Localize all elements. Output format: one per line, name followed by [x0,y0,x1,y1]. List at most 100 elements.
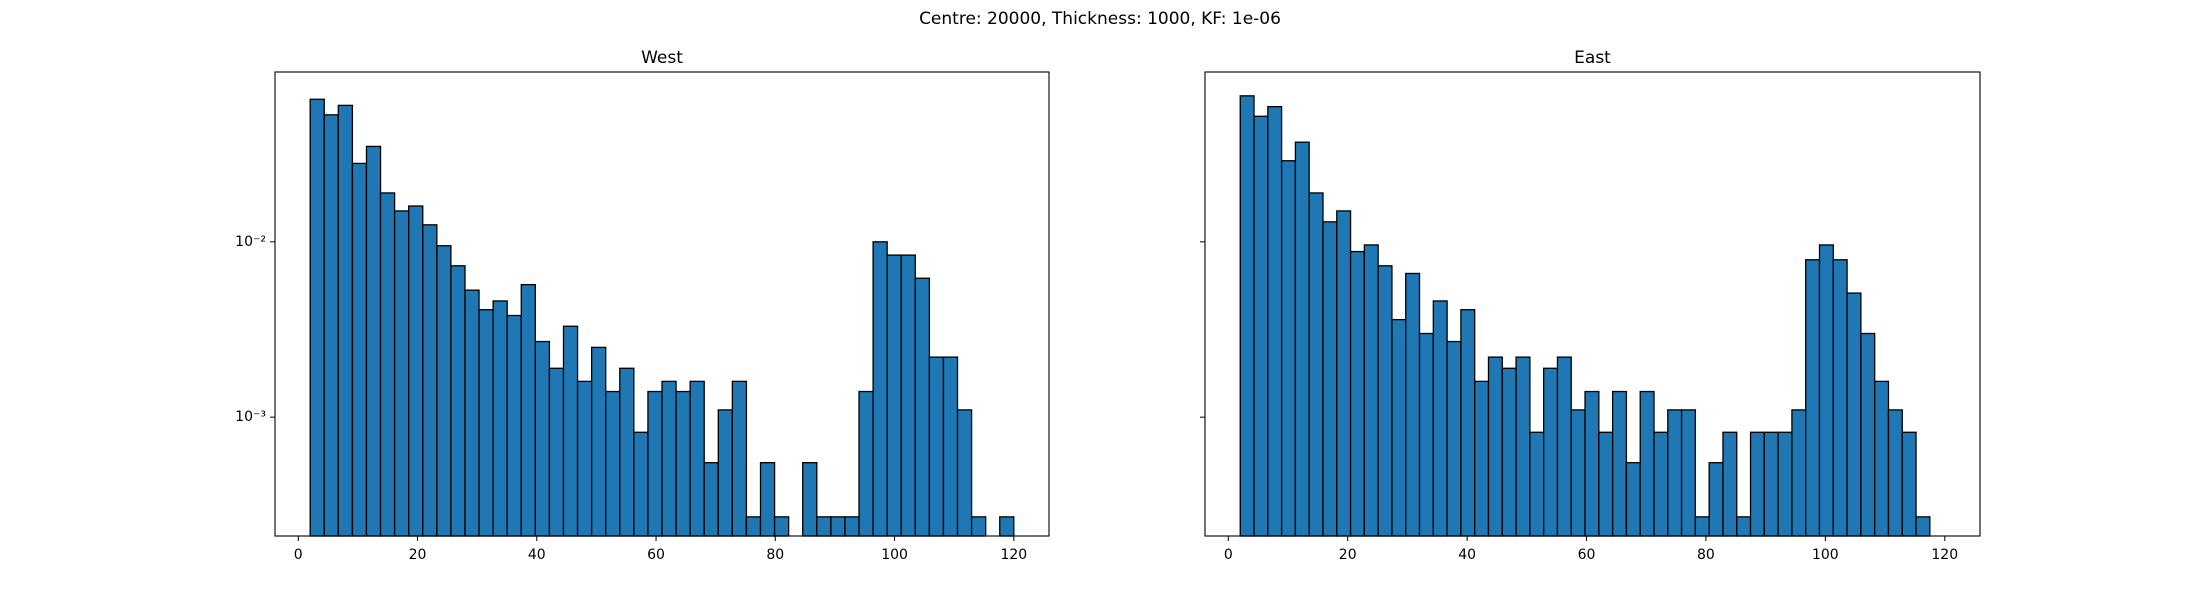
x-tick-label: 100 [881,547,908,563]
x-tick-label: 20 [1339,547,1357,563]
bar [914,277,931,537]
bar [1763,431,1779,537]
bar [844,516,860,537]
bar [436,245,452,537]
bar [1267,106,1283,537]
x-tick-label: 40 [1458,547,1476,563]
bar [970,516,987,537]
x-tick-label: 20 [409,547,427,563]
bar [928,356,945,537]
bar [1405,272,1421,537]
bar [1818,244,1834,537]
bar [717,409,734,537]
bar [1487,356,1503,537]
figure-title: Centre: 20000, Thickness: 1000, KF: 1e-0… [919,9,1281,29]
bar [337,104,354,537]
bar [590,346,607,537]
x-tick-label: 120 [1931,547,1958,563]
bar [633,431,649,537]
subplot-title: West [641,48,683,68]
bar [1667,409,1683,537]
bar [1474,380,1490,537]
bar [422,224,438,537]
bar [1736,516,1752,537]
bar [675,390,691,537]
bar [1336,210,1352,537]
bar [1639,390,1655,537]
bar [1529,431,1545,537]
bar [1308,192,1324,537]
bar [1887,409,1903,537]
bar [942,356,959,537]
bar [689,380,705,537]
bar [1791,409,1807,537]
bar [956,409,973,537]
bar [759,462,776,537]
bar [520,283,536,537]
axes-frame [274,71,1050,537]
bar [1253,115,1269,537]
bar [1846,292,1862,537]
bar [1625,462,1641,537]
bar [393,210,410,537]
bar [703,462,719,537]
bar [309,98,325,537]
y-tick-label: 10⁻² [235,234,266,250]
bar [562,325,579,537]
bar [1501,367,1517,537]
bar [450,265,466,537]
bar [1515,356,1531,537]
bar [1418,332,1434,537]
bar [1391,318,1407,537]
bar [1377,265,1393,537]
x-tick-label: 120 [1000,547,1027,563]
bar [872,241,888,537]
x-tick-label: 80 [766,547,784,563]
bar [900,254,916,537]
bar [1570,409,1586,537]
bar [1446,340,1462,537]
x-tick-label: 0 [294,547,303,563]
bar [999,516,1015,537]
subplot-title: East [1574,48,1611,68]
bar [1363,244,1379,537]
bar [1901,431,1917,537]
bar [478,309,494,537]
x-tick-label: 60 [647,547,665,563]
bar [379,192,396,537]
y-tick-label: 10⁻³ [235,409,266,425]
bar [802,462,818,537]
bar [534,340,551,537]
bar [1584,390,1600,537]
bar [858,390,874,537]
x-tick-label: 0 [1224,547,1233,563]
bar [1680,409,1697,537]
bar [576,380,593,537]
bar [464,289,480,537]
x-tick-label: 60 [1578,547,1596,563]
bar [1556,356,1572,537]
x-tick-label: 80 [1697,547,1715,563]
bar [1708,462,1724,537]
bar [1349,250,1366,537]
bar [1322,221,1338,537]
bar [1860,332,1876,537]
bar [1805,259,1821,537]
bar [773,516,790,537]
bar [619,367,635,537]
bar [830,516,846,537]
bar [1874,380,1890,537]
bar [1432,300,1448,537]
bar [1777,431,1793,537]
bar [1280,160,1297,537]
bar [745,516,762,537]
bar [492,300,508,537]
bar [1694,516,1710,537]
x-tick-label: 100 [1812,547,1839,563]
bar [1832,259,1848,537]
bar [1722,431,1738,537]
bar [351,162,368,537]
bar [1294,141,1310,537]
bar [647,390,663,537]
bar [506,314,522,537]
